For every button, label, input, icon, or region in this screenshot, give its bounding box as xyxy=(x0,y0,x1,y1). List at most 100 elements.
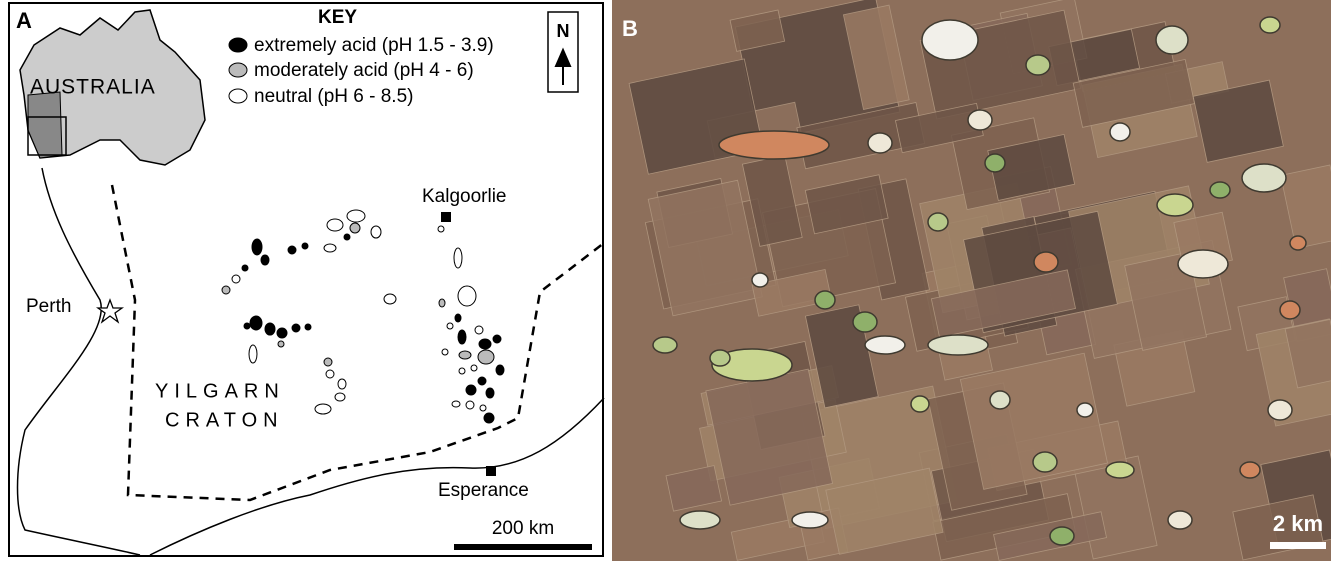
lake xyxy=(792,512,828,528)
lake-site xyxy=(315,404,331,414)
lake xyxy=(1106,462,1134,478)
lake-site xyxy=(459,368,465,374)
lake xyxy=(922,20,978,60)
inset-label: AUSTRALIA xyxy=(30,76,156,99)
place-label: Esperance xyxy=(438,480,529,501)
lake xyxy=(853,312,877,332)
lake-site xyxy=(244,323,250,329)
key-swatch xyxy=(229,89,247,103)
lake-site xyxy=(458,286,476,306)
lake-site xyxy=(458,330,466,344)
lake xyxy=(1026,55,1050,75)
lake xyxy=(1240,462,1260,478)
lake-site xyxy=(438,226,444,232)
lake-site xyxy=(447,323,453,329)
key-item: extremely acid (pH 1.5 - 3.9) xyxy=(254,35,494,56)
lake xyxy=(1242,164,1286,192)
north-label: N xyxy=(557,21,570,41)
lake xyxy=(868,133,892,153)
panel-label: A xyxy=(16,8,32,33)
panel-b: B 2 km xyxy=(612,0,1331,561)
lake-site xyxy=(324,244,336,252)
lake xyxy=(1034,252,1058,272)
lake xyxy=(1168,511,1192,529)
lake-site xyxy=(475,326,483,334)
town-marker xyxy=(441,212,451,222)
lake xyxy=(1210,182,1230,198)
lake xyxy=(653,337,677,353)
lake-site xyxy=(222,286,230,294)
lake-site xyxy=(347,210,365,222)
place-label: Perth xyxy=(26,296,71,317)
lake xyxy=(990,391,1010,409)
lake-site xyxy=(478,377,486,385)
lake-site xyxy=(292,324,300,332)
key-item: neutral (pH 6 - 8.5) xyxy=(254,86,413,107)
key-swatch xyxy=(229,38,247,52)
lake-site xyxy=(466,385,476,395)
lake-site xyxy=(384,294,396,304)
lake-site xyxy=(261,255,269,265)
region-label: YILGARN xyxy=(155,380,285,402)
scale-label: 200 km xyxy=(492,518,554,539)
lake-site xyxy=(484,413,494,423)
town-marker xyxy=(486,466,496,476)
lake-site xyxy=(459,351,471,359)
lake-site xyxy=(305,324,311,330)
key-swatch xyxy=(229,63,247,77)
scale-bar xyxy=(1270,542,1326,549)
lake xyxy=(680,511,720,529)
lake-site xyxy=(338,379,346,389)
lake-site xyxy=(232,275,240,283)
lake xyxy=(752,273,768,287)
lake xyxy=(865,336,905,354)
lake-site xyxy=(327,219,343,231)
lake-site xyxy=(479,339,491,349)
lake xyxy=(985,154,1005,172)
place-label: Kalgoorlie xyxy=(422,186,507,207)
lake-site xyxy=(454,248,462,268)
lake-site xyxy=(439,299,445,307)
lake-site xyxy=(278,341,284,347)
lake xyxy=(719,131,829,159)
scale-label: 2 km xyxy=(1273,511,1323,536)
lake-site xyxy=(478,350,494,364)
lake-site xyxy=(250,316,262,330)
lake xyxy=(1110,123,1130,141)
lake-site xyxy=(249,345,257,363)
lake-site xyxy=(486,388,494,398)
lake xyxy=(1280,301,1300,319)
lake xyxy=(911,396,929,412)
lake-site xyxy=(302,243,308,249)
lake xyxy=(1260,17,1280,33)
panel-a: A AUSTRALIA KEY extremely acid (pH 1.5 -… xyxy=(9,3,604,556)
lake-site xyxy=(452,401,460,407)
lake xyxy=(1156,26,1188,54)
scale-bar xyxy=(454,544,592,550)
key-item: moderately acid (pH 4 - 6) xyxy=(254,60,474,81)
lake xyxy=(1050,527,1074,545)
lake-site xyxy=(344,234,350,240)
lake xyxy=(1268,400,1292,420)
lake-site xyxy=(252,239,262,255)
lake-site xyxy=(455,314,461,322)
lake-site xyxy=(277,328,287,338)
lake xyxy=(1157,194,1193,216)
lake xyxy=(1290,236,1306,250)
figure: A AUSTRALIA KEY extremely acid (pH 1.5 -… xyxy=(0,0,1331,561)
lake xyxy=(1033,452,1057,472)
lake-site xyxy=(288,246,296,254)
lake xyxy=(928,335,988,355)
lake-site xyxy=(242,265,248,271)
lake xyxy=(1178,250,1228,278)
lake-site xyxy=(480,405,486,411)
lake-site xyxy=(466,401,474,409)
lake-site xyxy=(326,370,334,378)
lake-site xyxy=(335,393,345,401)
lake-site xyxy=(265,323,275,335)
lake xyxy=(815,291,835,309)
lake xyxy=(928,213,948,231)
key-title: KEY xyxy=(318,7,357,28)
lake-site xyxy=(471,365,477,371)
lake xyxy=(968,110,992,130)
